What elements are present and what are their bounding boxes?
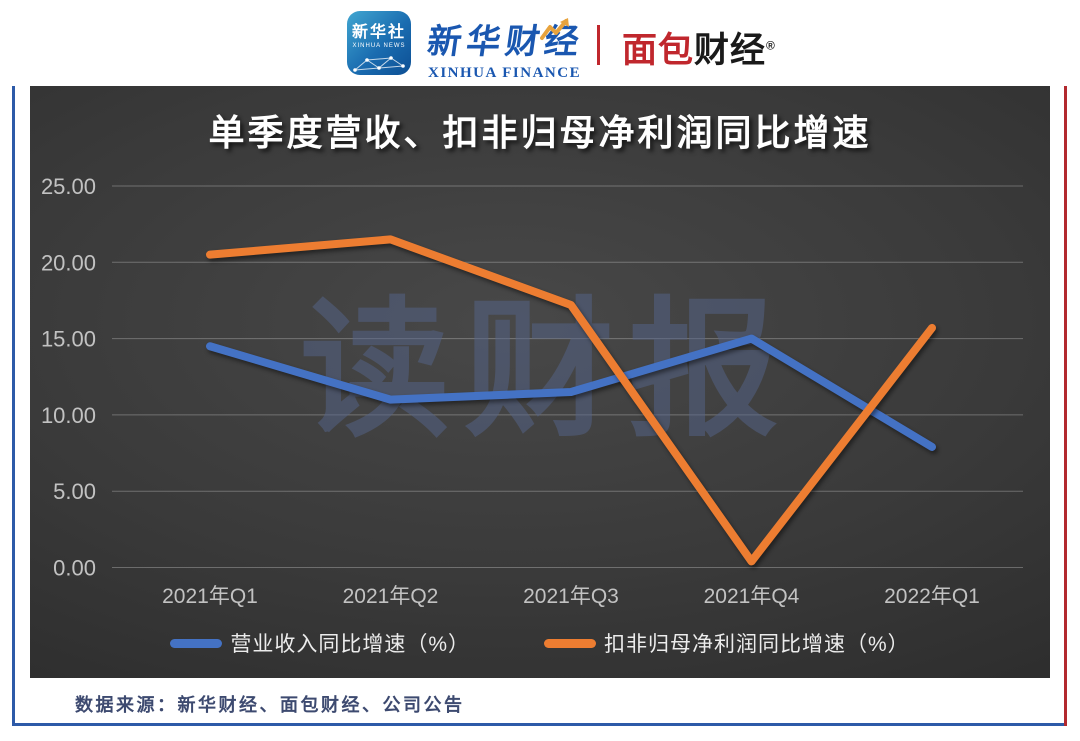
- registered-mark: ®: [766, 38, 776, 53]
- xinhua-news-logo: 新华社 XINHUA NEWS: [347, 11, 411, 75]
- header-divider: [597, 25, 600, 65]
- series-line-1: [206, 235, 936, 566]
- profit-line-swatch-icon: [544, 638, 596, 648]
- y-tick-label: 0.00: [53, 556, 96, 581]
- xinhua-finance-en-text: XINHUA FINANCE: [428, 65, 582, 81]
- data-source-note: 数据来源：新华财经、面包财经、公司公告: [75, 695, 465, 715]
- revenue-legend-label: 营业收入同比增速（%）: [230, 633, 470, 656]
- y-tick-label: 15.00: [41, 327, 96, 352]
- lightning-arrow-icon: [540, 18, 569, 40]
- chart-panel: 0.00 5.00 10.00 15.00 20.00 25.00 2021年Q1 2021年…: [30, 86, 1050, 678]
- legend-item-revenue: 营业收入同比增速（%）: [170, 628, 470, 658]
- mianbao-finance-logo: 面包财经®: [622, 22, 776, 73]
- frame-border-right: [1064, 46, 1067, 726]
- xinhua-finance-logo: 新华财经 XINHUA FINANCE: [425, 14, 586, 82]
- xinhua-news-logo-title: 新华社: [351, 24, 406, 41]
- y-tick-label: 10.00: [41, 403, 96, 428]
- x-tick-label: 2021年Q4: [704, 585, 800, 608]
- series-line-0: [206, 334, 936, 451]
- frame-border-bottom: [12, 723, 1067, 726]
- chart-legend: 营业收入同比增速（%） 扣非归母净利润同比增速（%）: [30, 628, 1050, 658]
- header-band: 新华社 XINHUA NEWS 新华财经 XINHUA FINANCE 面包财经…: [0, 0, 1080, 86]
- revenue-line-swatch-icon: [170, 638, 223, 648]
- globe-network-icon: [353, 56, 405, 72]
- mianbao-logo-black-text: 财经: [694, 31, 767, 70]
- x-tick-label: 2022年Q1: [884, 585, 980, 608]
- legend-item-profit: 扣非归母净利润同比增速（%）: [544, 628, 910, 658]
- mianbao-logo-red-text: 面包: [622, 31, 695, 70]
- xinhua-news-logo-subtitle: XINHUA NEWS: [352, 43, 406, 49]
- y-tick-label: 5.00: [53, 479, 96, 504]
- chart-title: 单季度营收、扣非归母净利润同比增速: [208, 112, 872, 153]
- x-tick-label: 2021年Q2: [343, 585, 439, 608]
- x-tick-label: 2021年Q1: [162, 585, 258, 608]
- frame-border-left: [12, 46, 15, 726]
- line-chart: 0.00 5.00 10.00 15.00 20.00 25.00 2021年Q1 2021年…: [41, 174, 1023, 608]
- profit-legend-label: 扣非归母净利润同比增速（%）: [604, 633, 910, 656]
- watermark-text: 读财报: [300, 286, 792, 454]
- x-tick-label: 2021年Q3: [523, 585, 619, 608]
- y-tick-label: 25.00: [41, 174, 96, 199]
- y-tick-label: 20.00: [41, 250, 96, 275]
